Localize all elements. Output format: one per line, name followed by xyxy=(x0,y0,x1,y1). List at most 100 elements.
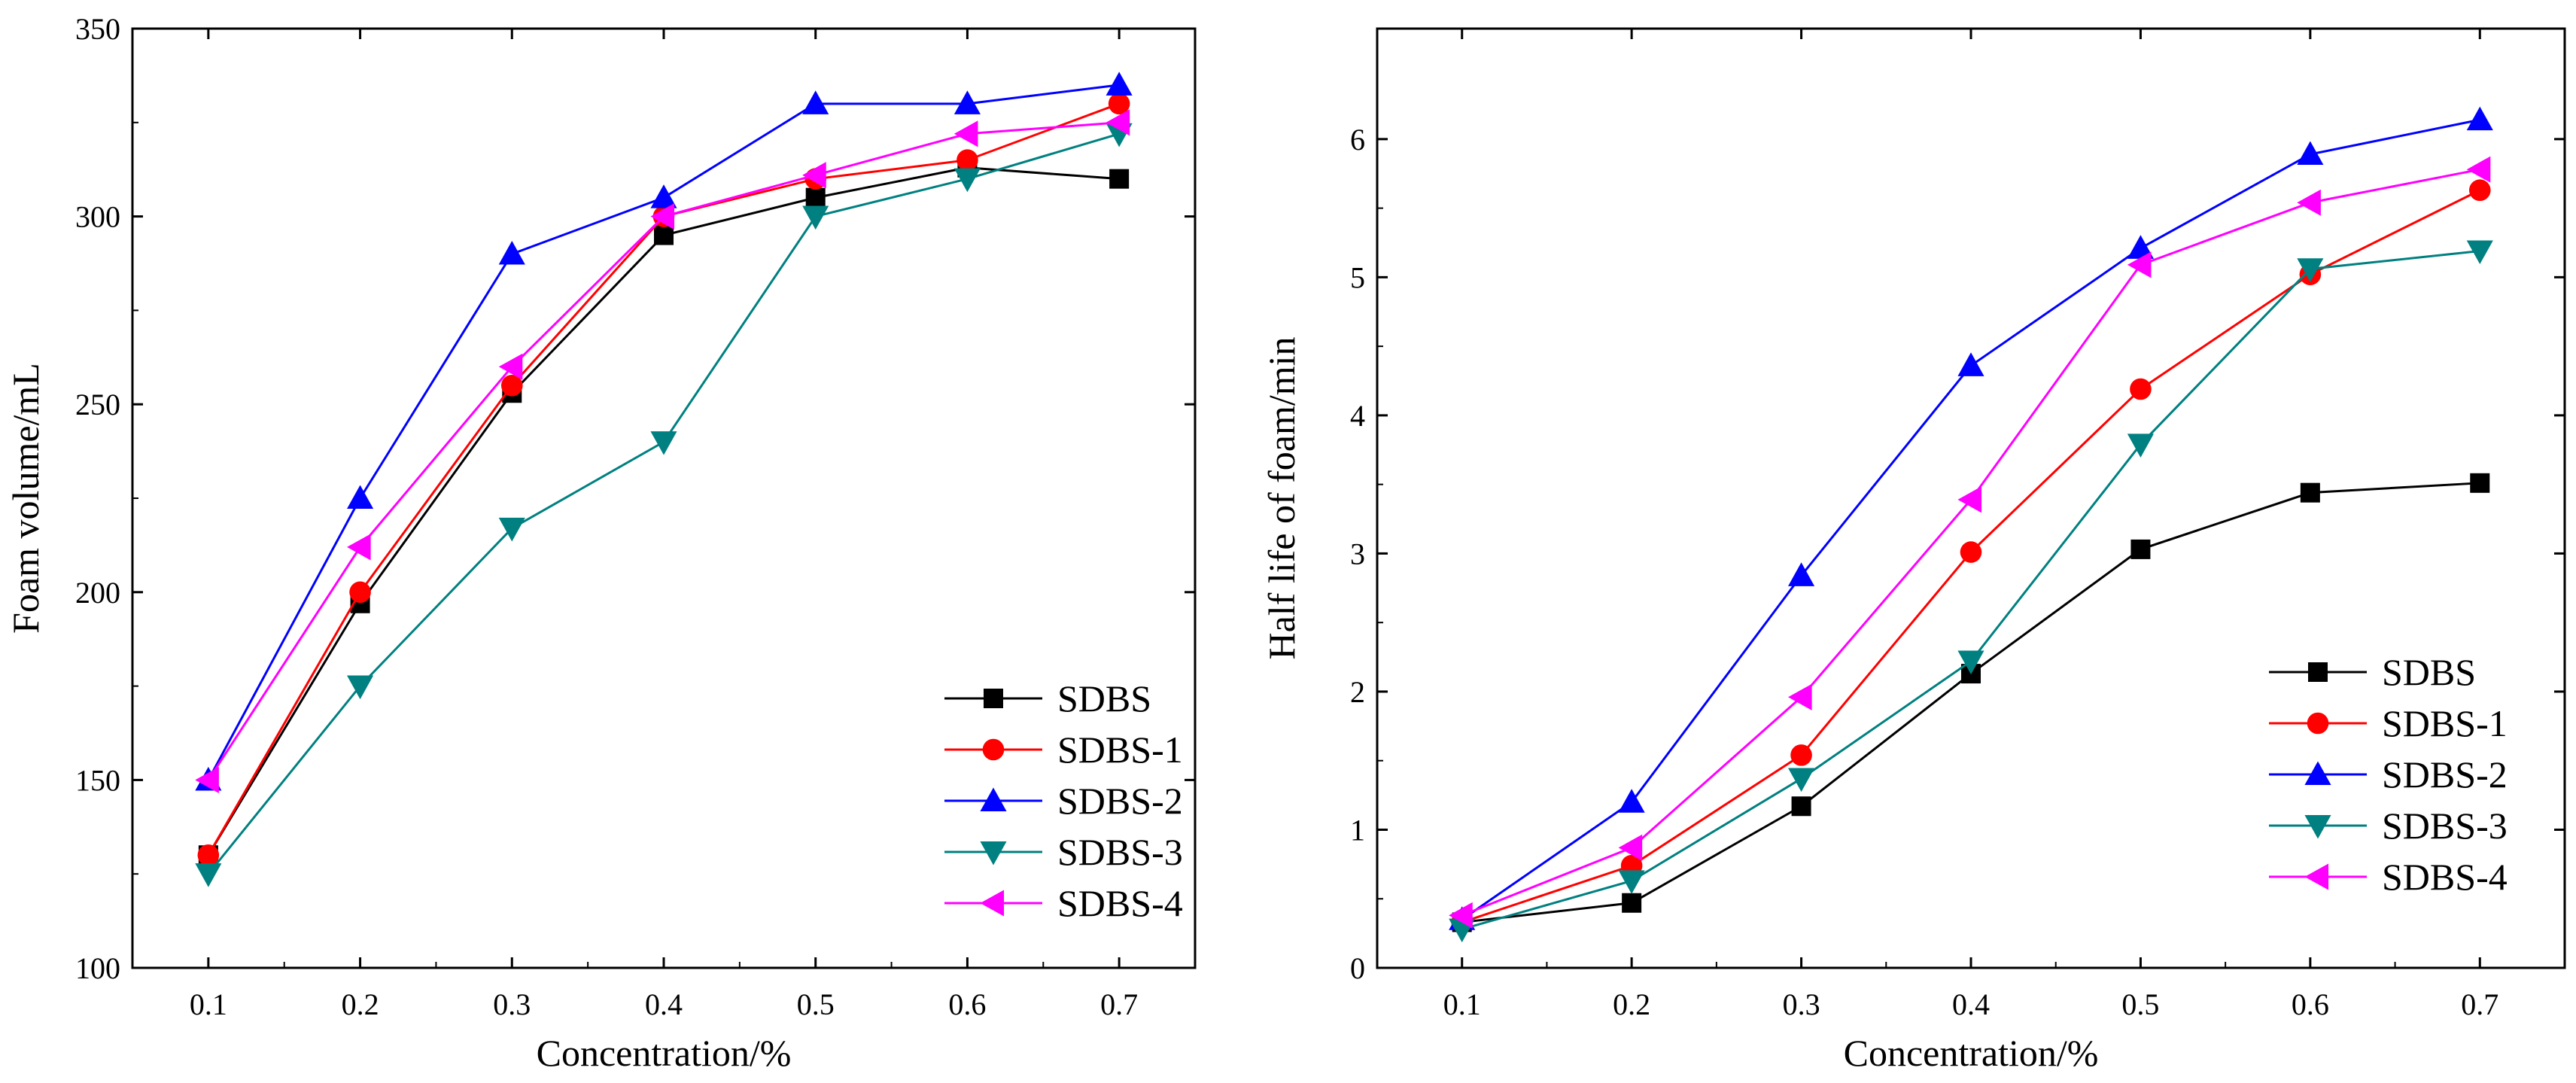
data-point xyxy=(498,353,523,380)
data-point xyxy=(347,534,371,561)
legend-label: SDBS-3 xyxy=(2382,805,2508,847)
data-point xyxy=(650,431,677,455)
x-tick-label: 0.4 xyxy=(645,987,683,1021)
data-point xyxy=(1618,834,1643,861)
data-point xyxy=(1791,796,1811,817)
data-point xyxy=(802,90,829,114)
series-line xyxy=(207,166,1120,856)
y-tick-label: 300 xyxy=(75,200,120,234)
legend-marker xyxy=(984,689,1003,708)
legend-marker xyxy=(980,841,1007,865)
data-point xyxy=(953,90,981,114)
x-tick-label: 0.7 xyxy=(2461,987,2498,1021)
data-point xyxy=(1790,744,1812,766)
legend-marker xyxy=(2308,662,2328,682)
data-point xyxy=(2130,378,2152,400)
x-axis-label: Concentration/% xyxy=(537,1032,792,1074)
data-point xyxy=(650,203,675,230)
legend-label: SDBS-4 xyxy=(2382,856,2508,898)
series-sdbs-4 xyxy=(1449,156,2491,929)
series-line xyxy=(1461,118,2480,920)
x-tick-label: 0.7 xyxy=(1100,987,1138,1021)
data-point xyxy=(1449,902,1473,929)
data-point xyxy=(2470,473,2490,493)
y-tick-label: 3 xyxy=(1350,537,1365,570)
data-point xyxy=(1788,562,1815,586)
legend-label: SDBS-2 xyxy=(1057,780,1183,822)
data-point xyxy=(347,675,374,700)
data-point xyxy=(498,517,525,542)
y-tick-label: 100 xyxy=(75,951,120,985)
data-point xyxy=(1622,893,1642,913)
data-point xyxy=(2297,258,2324,282)
legend-label: SDBS xyxy=(1057,677,1151,719)
data-point xyxy=(2130,539,2151,559)
y-tick-label: 4 xyxy=(1350,399,1365,433)
y-tick-label: 350 xyxy=(75,12,120,46)
x-tick-label: 0.4 xyxy=(1952,987,1990,1021)
data-point xyxy=(2300,482,2320,503)
x-tick-label: 0.5 xyxy=(2121,987,2159,1021)
data-point xyxy=(956,149,978,172)
legend-label: SDBS-2 xyxy=(2382,753,2508,796)
y-tick-label: 200 xyxy=(75,576,120,610)
x-tick-label: 0.2 xyxy=(1613,987,1650,1021)
data-point xyxy=(1109,169,1130,189)
data-point xyxy=(2466,156,2491,183)
data-point xyxy=(802,162,826,189)
legend: SDBS SDBS-1 SDBS-2 SDBS-3 SDBS-4 xyxy=(2269,651,2508,898)
plot-frame xyxy=(131,27,1197,969)
series-sdbs-2 xyxy=(195,71,1133,791)
data-point xyxy=(802,205,829,230)
x-tick-label: 0.2 xyxy=(342,987,379,1021)
series-sdbs-4 xyxy=(195,109,1130,793)
data-point xyxy=(1960,541,1982,563)
data-point xyxy=(2297,141,2324,166)
legend-marker xyxy=(2307,712,2329,735)
legend-marker xyxy=(2304,761,2331,786)
y-tick-label: 1 xyxy=(1350,813,1365,847)
data-point xyxy=(650,184,677,208)
x-tick-label: 0.3 xyxy=(1783,987,1820,1021)
data-point xyxy=(195,863,222,887)
y-axis-label: Foam volume/mL xyxy=(5,363,47,634)
legend-label: SDBS-1 xyxy=(2382,702,2508,744)
chart-panel-1: 0.1 0.2 0.3 0.4 0.5 0.6 0.7 100 150 200 250 300 350 C… xyxy=(5,12,1197,1074)
data-point xyxy=(805,187,826,208)
y-tick-label: 250 xyxy=(75,388,120,421)
x-tick-label: 0.3 xyxy=(493,987,531,1021)
data-point xyxy=(2297,189,2321,216)
x-tick-label: 0.1 xyxy=(190,987,227,1021)
data-point xyxy=(2127,434,2154,458)
data-point xyxy=(1106,109,1130,136)
data-point xyxy=(953,120,978,148)
y-tick-label: 6 xyxy=(1350,123,1365,157)
legend-label: SDBS xyxy=(2382,651,2476,693)
legend-marker xyxy=(980,787,1007,812)
y-axis-label: Half life of foam/min xyxy=(1261,336,1303,659)
data-point xyxy=(2466,240,2493,265)
data-point xyxy=(347,485,374,510)
data-point xyxy=(1957,650,1984,675)
legend-marker xyxy=(982,738,1005,761)
data-point xyxy=(2127,251,2152,278)
data-point xyxy=(349,581,371,604)
data-point xyxy=(1788,683,1812,710)
legend-label: SDBS-4 xyxy=(1057,882,1183,924)
data-point xyxy=(498,240,525,265)
legend-label: SDBS-1 xyxy=(1057,729,1183,771)
y-tick-label: 0 xyxy=(1350,951,1365,985)
legend-marker xyxy=(2304,863,2329,890)
x-tick-label: 0.6 xyxy=(948,987,986,1021)
data-point xyxy=(197,844,220,866)
y-tick-label: 2 xyxy=(1350,675,1365,709)
data-point xyxy=(1957,352,1984,376)
data-point xyxy=(953,168,981,193)
data-point xyxy=(1618,870,1645,894)
x-axis-label: Concentration/% xyxy=(1844,1032,2099,1074)
data-point xyxy=(654,225,674,245)
data-point xyxy=(2468,179,2491,202)
y-tick-label: 150 xyxy=(75,763,120,797)
data-point xyxy=(1108,93,1130,115)
